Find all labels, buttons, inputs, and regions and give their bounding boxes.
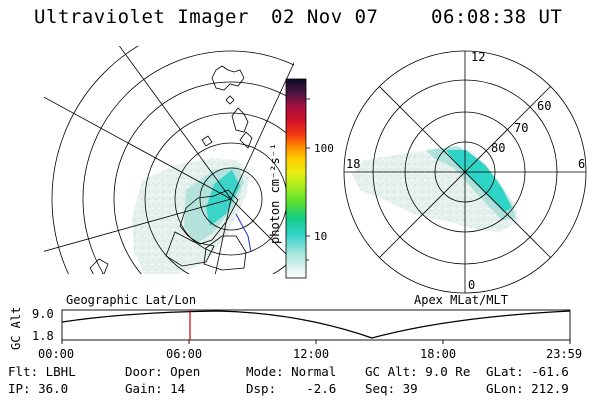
gc-alt-readout: GC Alt: 9.0 Re	[365, 364, 471, 379]
mlt-label-6: 6	[578, 157, 585, 171]
right-panel-caption: Apex MLat/MLT	[414, 293, 508, 307]
altitude-curve	[61, 310, 571, 339]
filter-readout: Flt: LBHL	[8, 364, 76, 379]
orbit-ylabel: GC Alt	[9, 307, 23, 350]
aurora-image-magnetic	[352, 146, 518, 232]
colorbar-unit-label: photon cm⁻²s⁻¹	[268, 143, 282, 244]
magnetic-polar-plot: 12 18 6 0 60 70 80	[343, 50, 587, 294]
orbit-xtick-2359: 23:59	[546, 347, 582, 361]
colorbar-tick-10: 10	[314, 230, 327, 243]
orbit-ytick-9: 9.0	[32, 307, 54, 321]
mlt-label-18: 18	[346, 157, 360, 171]
orbit-xtick-0000: 00:00	[38, 347, 74, 361]
orbit-xtick-0600: 06:00	[166, 347, 202, 361]
ip-readout: IP: 36.0	[8, 381, 69, 396]
continent-outlines	[89, 65, 253, 274]
glon-readout: GLon: 212.9	[486, 381, 569, 396]
mlt-label-12: 12	[471, 50, 485, 64]
glat-readout: GLat: -61.6	[486, 364, 569, 379]
orbit-xtick-1800: 18:00	[420, 347, 456, 361]
door-readout: Door: Open	[125, 364, 201, 379]
color-bar: 100 10 photon cm⁻²s⁻¹	[268, 78, 334, 279]
gain-readout: Gain: 14	[125, 381, 186, 396]
colorbar-tick-100: 100	[314, 142, 334, 155]
orbit-ytick-1-8: 1.8	[32, 329, 54, 343]
dsp-readout: Dsp: -2.6	[246, 381, 337, 396]
mode-readout: Mode: Normal	[246, 364, 337, 379]
mlat-label-60: 60	[537, 99, 551, 113]
terminator-line	[235, 213, 252, 253]
seq-readout: Seq: 39	[365, 381, 418, 396]
left-panel-caption: Geographic Lat/Lon	[66, 293, 196, 307]
aurora-image-geographic	[132, 158, 250, 274]
image-time: 06:08:38 UT	[431, 6, 563, 28]
geographic-map	[44, 46, 294, 274]
lat-lon-grid	[44, 46, 294, 274]
mlat-label-80: 80	[491, 141, 505, 155]
mlat-label-70: 70	[514, 121, 528, 135]
mlt-label-0: 0	[468, 278, 475, 292]
orbit-xtick-1200: 12:00	[293, 347, 329, 361]
orbit-altitude-plot: GC Alt 9.0 1.8 00:00 06:00 12:00 18:00 2…	[9, 307, 582, 361]
imager-title: Ultraviolet Imager	[34, 6, 249, 28]
image-date: 02 Nov 07	[271, 6, 379, 28]
